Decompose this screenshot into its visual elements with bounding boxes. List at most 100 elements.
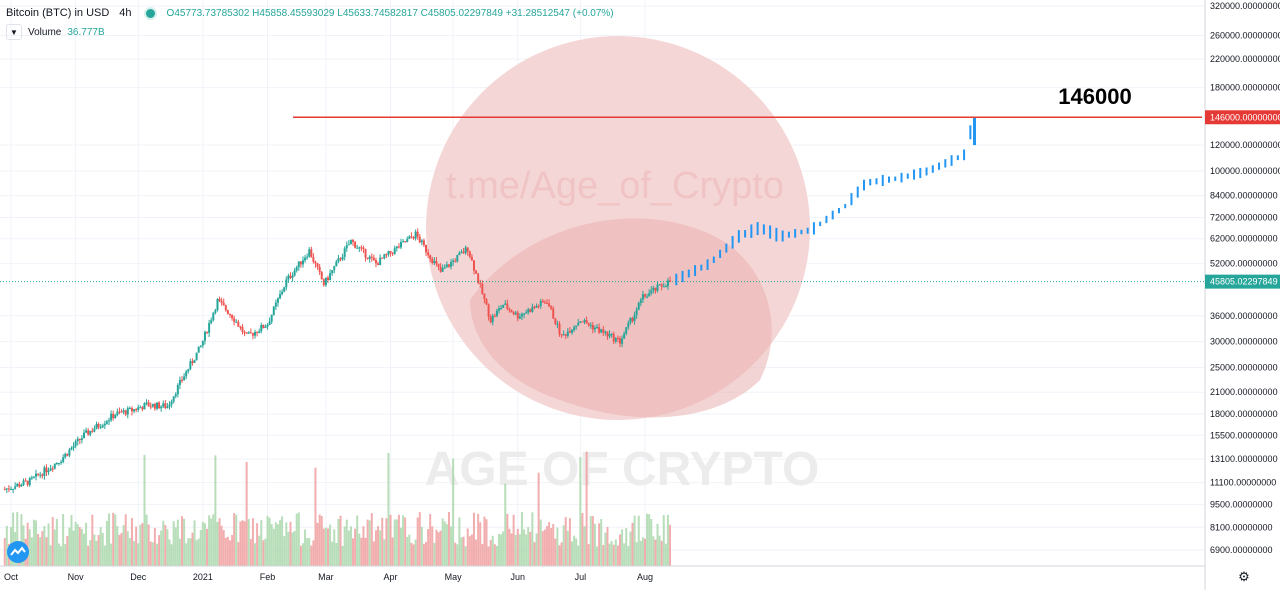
volume-bar	[297, 512, 300, 566]
volume-bar	[452, 458, 455, 566]
volume-bar	[76, 524, 79, 566]
candle-body	[281, 291, 284, 295]
candle-body	[581, 321, 584, 323]
candle-body	[16, 484, 19, 487]
volume-bar	[625, 528, 628, 566]
volume-bar	[193, 520, 196, 566]
volume-bar	[322, 528, 325, 566]
candle-body	[506, 303, 509, 309]
y-tick-label: 25000.00000000	[1210, 362, 1278, 372]
candle-body	[500, 307, 503, 309]
candle-body	[610, 333, 613, 335]
projection-bar	[700, 264, 703, 271]
volume-bar	[103, 545, 106, 566]
candle-body	[487, 304, 490, 317]
volume-bar	[443, 521, 446, 566]
candle-body	[87, 430, 90, 435]
candle-body	[166, 406, 169, 409]
candle-body	[235, 321, 238, 323]
projection-bar	[762, 224, 765, 235]
volume-bar	[669, 524, 672, 566]
volume-bar	[339, 515, 342, 566]
tradingview-logo-icon[interactable]	[6, 540, 30, 564]
candle-body	[329, 273, 332, 281]
volume-bar	[495, 545, 498, 566]
volume-bar	[281, 516, 284, 566]
candle-body	[370, 256, 373, 258]
volume-bar	[606, 527, 609, 566]
candle-body	[466, 247, 469, 252]
volume-bar	[397, 514, 400, 566]
volume-bar	[349, 526, 352, 566]
candle-body	[518, 316, 521, 319]
volume-bar	[437, 532, 440, 566]
candle-body	[387, 251, 390, 255]
candle-body	[402, 241, 405, 243]
price-axis[interactable]: 6900.00000000 8100.00000000 9500.00000000 1…	[1210, 1, 1280, 555]
projection-bar	[712, 256, 715, 263]
volume-bar	[420, 526, 423, 566]
candle-body	[293, 270, 296, 276]
volume-bar	[520, 512, 523, 566]
candle-body	[193, 360, 196, 363]
candle-body	[197, 346, 200, 353]
volume-bar	[416, 517, 419, 566]
candle-body	[621, 338, 624, 344]
volume-bar	[324, 527, 327, 566]
volume-bar	[354, 528, 357, 566]
candle-body	[172, 396, 175, 402]
candle-body	[5, 488, 8, 490]
volume-bar	[30, 537, 33, 566]
y-tick-label: 52000.00000000	[1210, 259, 1278, 269]
candle-body	[66, 453, 69, 456]
volume-bar	[358, 533, 361, 566]
candle-body	[105, 421, 108, 424]
current-price-label-text: 45805.02297849	[1210, 277, 1278, 287]
candle-body	[78, 438, 81, 441]
y-tick-label: 220000.00000000	[1210, 54, 1280, 64]
volume-bar	[343, 526, 346, 566]
volume-bar	[308, 537, 311, 566]
volume-bar	[402, 515, 405, 566]
projection-bar	[919, 167, 922, 179]
volume-bar	[468, 536, 471, 566]
volume-bar	[172, 521, 175, 566]
candle-body	[53, 463, 56, 469]
volume-bar	[368, 520, 371, 566]
volume-bar	[151, 542, 154, 566]
volume-bar	[347, 530, 350, 566]
candle-body	[147, 402, 150, 407]
volume-bar	[514, 534, 517, 566]
volume-bar	[283, 536, 286, 566]
candle-body	[343, 248, 346, 257]
projection-bar	[781, 230, 784, 242]
chevron-down-icon[interactable]: ▼	[6, 24, 22, 40]
y-tick-label: 320000.00000000	[1210, 1, 1280, 11]
volume-bar	[641, 537, 644, 566]
volume-bar	[164, 525, 167, 566]
volume-bar	[352, 538, 355, 566]
volume-bar	[335, 542, 338, 566]
timeframe-label[interactable]: 4h	[119, 7, 132, 19]
time-axis[interactable]: Oct Nov Dec 2021 Feb Mar Apr May Jun Jul Aug	[4, 572, 653, 582]
candle-body	[381, 257, 384, 259]
candle-body	[364, 248, 367, 258]
candle-body	[254, 331, 257, 336]
volume-bar	[32, 519, 35, 566]
volume-bar	[654, 539, 657, 566]
projection-bar	[706, 259, 709, 270]
candle-body	[447, 264, 450, 267]
candle-body	[122, 410, 125, 413]
volume-bar	[644, 538, 646, 566]
volume-bar	[556, 527, 559, 566]
symbol-title[interactable]: Bitcoin (BTC) in USD	[6, 7, 110, 19]
candle-body	[523, 313, 526, 315]
candle-body	[331, 270, 334, 274]
volume-bar	[251, 518, 254, 566]
volume-bar	[427, 529, 430, 566]
gear-icon[interactable]: ⚙	[1238, 569, 1250, 584]
candle-body	[527, 309, 530, 313]
candle-body	[14, 486, 17, 489]
candle-body	[218, 298, 221, 301]
